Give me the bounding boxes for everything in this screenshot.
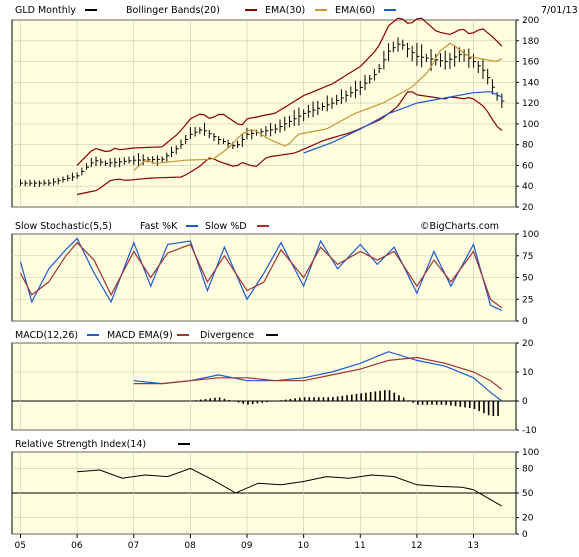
stoch-slow-label: Slow %D [205, 221, 247, 232]
macd-divergence-bars [190, 390, 499, 417]
bollinger-upper-line [76, 17, 503, 166]
x-tick-label: 07 [128, 541, 139, 551]
macd-panel [11, 342, 517, 431]
date-label: 7/01/13 [541, 5, 578, 16]
price-panel [11, 19, 517, 208]
rsi-y-tick-label: 0 [522, 530, 528, 540]
price-y-tick-label: 40 [522, 182, 534, 192]
rsi-line [77, 467, 503, 507]
price-y-tick-label: 160 [522, 58, 539, 68]
price-y-tick-label: 180 [522, 37, 539, 47]
price-y-tick-label: 140 [522, 78, 539, 88]
bollinger-lower-line [76, 91, 503, 196]
ema30-swatch [315, 9, 327, 11]
ema30-line [133, 42, 503, 172]
x-tick-label: 10 [298, 541, 310, 551]
ema30-label: EMA(30) [265, 5, 305, 16]
ema60-label: EMA(60) [335, 5, 375, 16]
rsi-y-tick-label: 20 [522, 514, 534, 524]
x-tick-label: 12 [411, 541, 422, 551]
macd-y-tick-label: -10 [522, 426, 537, 436]
price-grid [12, 19, 516, 208]
rsi-title: Relative Strength Index(14) [15, 439, 146, 450]
macd-y-tick-label: 0 [522, 397, 528, 407]
rsi-y-tick-label: 50 [522, 489, 534, 499]
ema60-line [303, 91, 503, 154]
price-y-tick-label: 120 [522, 99, 539, 109]
bollinger-label: Bollinger Bands(20) [126, 5, 220, 16]
macd-div-swatch [266, 334, 278, 336]
macd-ema-swatch [177, 334, 189, 336]
x-tick-label: 13 [468, 541, 479, 551]
rsi-y-tick-label: 80 [522, 464, 534, 474]
stoch-y-tick-label: 100 [522, 230, 539, 240]
stoch-slow-swatch [257, 225, 269, 227]
price-symbol-label: GLD Monthly [15, 5, 76, 16]
rsi-swatch [178, 443, 190, 445]
macd-ema-label: MACD EMA(9) [107, 330, 173, 341]
rsi-y-tick-label: 100 [522, 448, 539, 458]
stoch-y-tick-label: 75 [522, 252, 533, 262]
watermark-text: ©BigCharts.com [420, 221, 499, 232]
stoch-fast-swatch [186, 225, 198, 227]
bollinger-swatch [245, 9, 257, 11]
macd-title: MACD(12,26) [15, 330, 78, 341]
stoch-y-tick-label: 0 [522, 317, 528, 327]
macd-line [133, 351, 503, 402]
price-y-tick-label: 100 [522, 120, 539, 130]
x-tick-label: 05 [14, 541, 25, 551]
price-y-tick-label: 200 [522, 16, 539, 26]
macd-ema-line [133, 356, 503, 390]
macd-y-tick-label: 20 [522, 339, 534, 349]
macd-div-label: Divergence [200, 330, 254, 341]
price-y-tick-label: 20 [522, 203, 534, 213]
ema60-swatch [384, 9, 396, 11]
stoch-title: Slow Stochastic(5,5) [15, 221, 112, 232]
stoch-y-tick-label: 25 [522, 295, 533, 305]
stoch-y-tick-label: 50 [522, 274, 534, 284]
price-y-tick-label: 60 [522, 161, 534, 171]
macd-swatch [87, 334, 99, 336]
stoch-fast-label: Fast %K [140, 221, 178, 232]
x-tick-label: 06 [71, 541, 83, 551]
x-tick-label: 08 [184, 541, 196, 551]
x-tick-label: 11 [354, 541, 365, 551]
stoch-slowd-line [19, 241, 503, 309]
macd-y-tick-label: 10 [522, 368, 534, 378]
price-symbol-swatch [85, 9, 97, 11]
price-y-tick-label: 80 [522, 141, 534, 151]
x-tick-label: 09 [241, 541, 253, 551]
